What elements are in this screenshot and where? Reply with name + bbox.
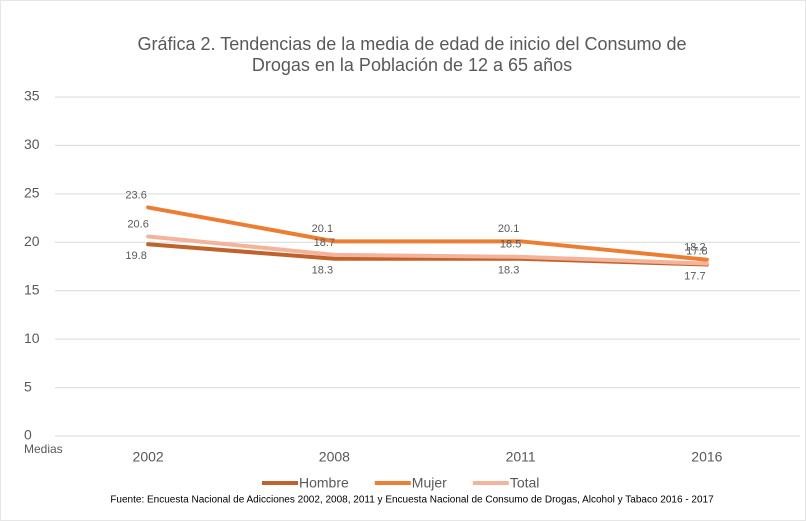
series-line	[146, 205, 709, 262]
data-label: 18.3	[312, 265, 333, 277]
data-label: 23.6	[125, 189, 146, 201]
y-tick-label: 20	[24, 233, 40, 249]
y-tick-label: 30	[24, 136, 40, 152]
y-tick-label: 35	[24, 88, 40, 104]
data-label: 17.8	[686, 246, 707, 258]
data-label: 18.7	[314, 237, 335, 249]
data-label: 17.7	[684, 270, 705, 282]
y-tick-label: 5	[24, 378, 32, 394]
y-axis-label: Medias	[24, 442, 63, 456]
data-label: 20.1	[498, 223, 519, 235]
data-label: 20.1	[312, 223, 333, 235]
x-tick-label: 2008	[319, 449, 350, 465]
data-label: 18.2	[684, 242, 705, 254]
data-label: 18.3	[498, 265, 519, 277]
y-tick-label: 15	[24, 281, 40, 297]
y-tick-label: 0	[24, 427, 32, 443]
y-tick-label: 25	[24, 185, 40, 201]
data-label: 20.6	[127, 218, 148, 230]
chart-title: Drogas en la Población de 12 a 65 años	[252, 55, 572, 75]
legend-label: Mujer	[412, 475, 447, 491]
x-tick-label: 2002	[133, 449, 164, 465]
data-label: 19.8	[125, 250, 146, 262]
legend-label: Total	[510, 475, 540, 491]
chart-title: Gráfica 2. Tendencias de la media de eda…	[137, 34, 686, 54]
source-note: Fuente: Encuesta Nacional de Adicciones …	[110, 495, 714, 506]
data-label: 18.5	[500, 239, 521, 251]
legend-label: Hombre	[299, 475, 349, 491]
series-line	[146, 234, 709, 266]
x-tick-label: 2011	[506, 449, 536, 465]
x-tick-label: 2016	[691, 449, 722, 465]
y-tick-label: 10	[24, 330, 40, 346]
